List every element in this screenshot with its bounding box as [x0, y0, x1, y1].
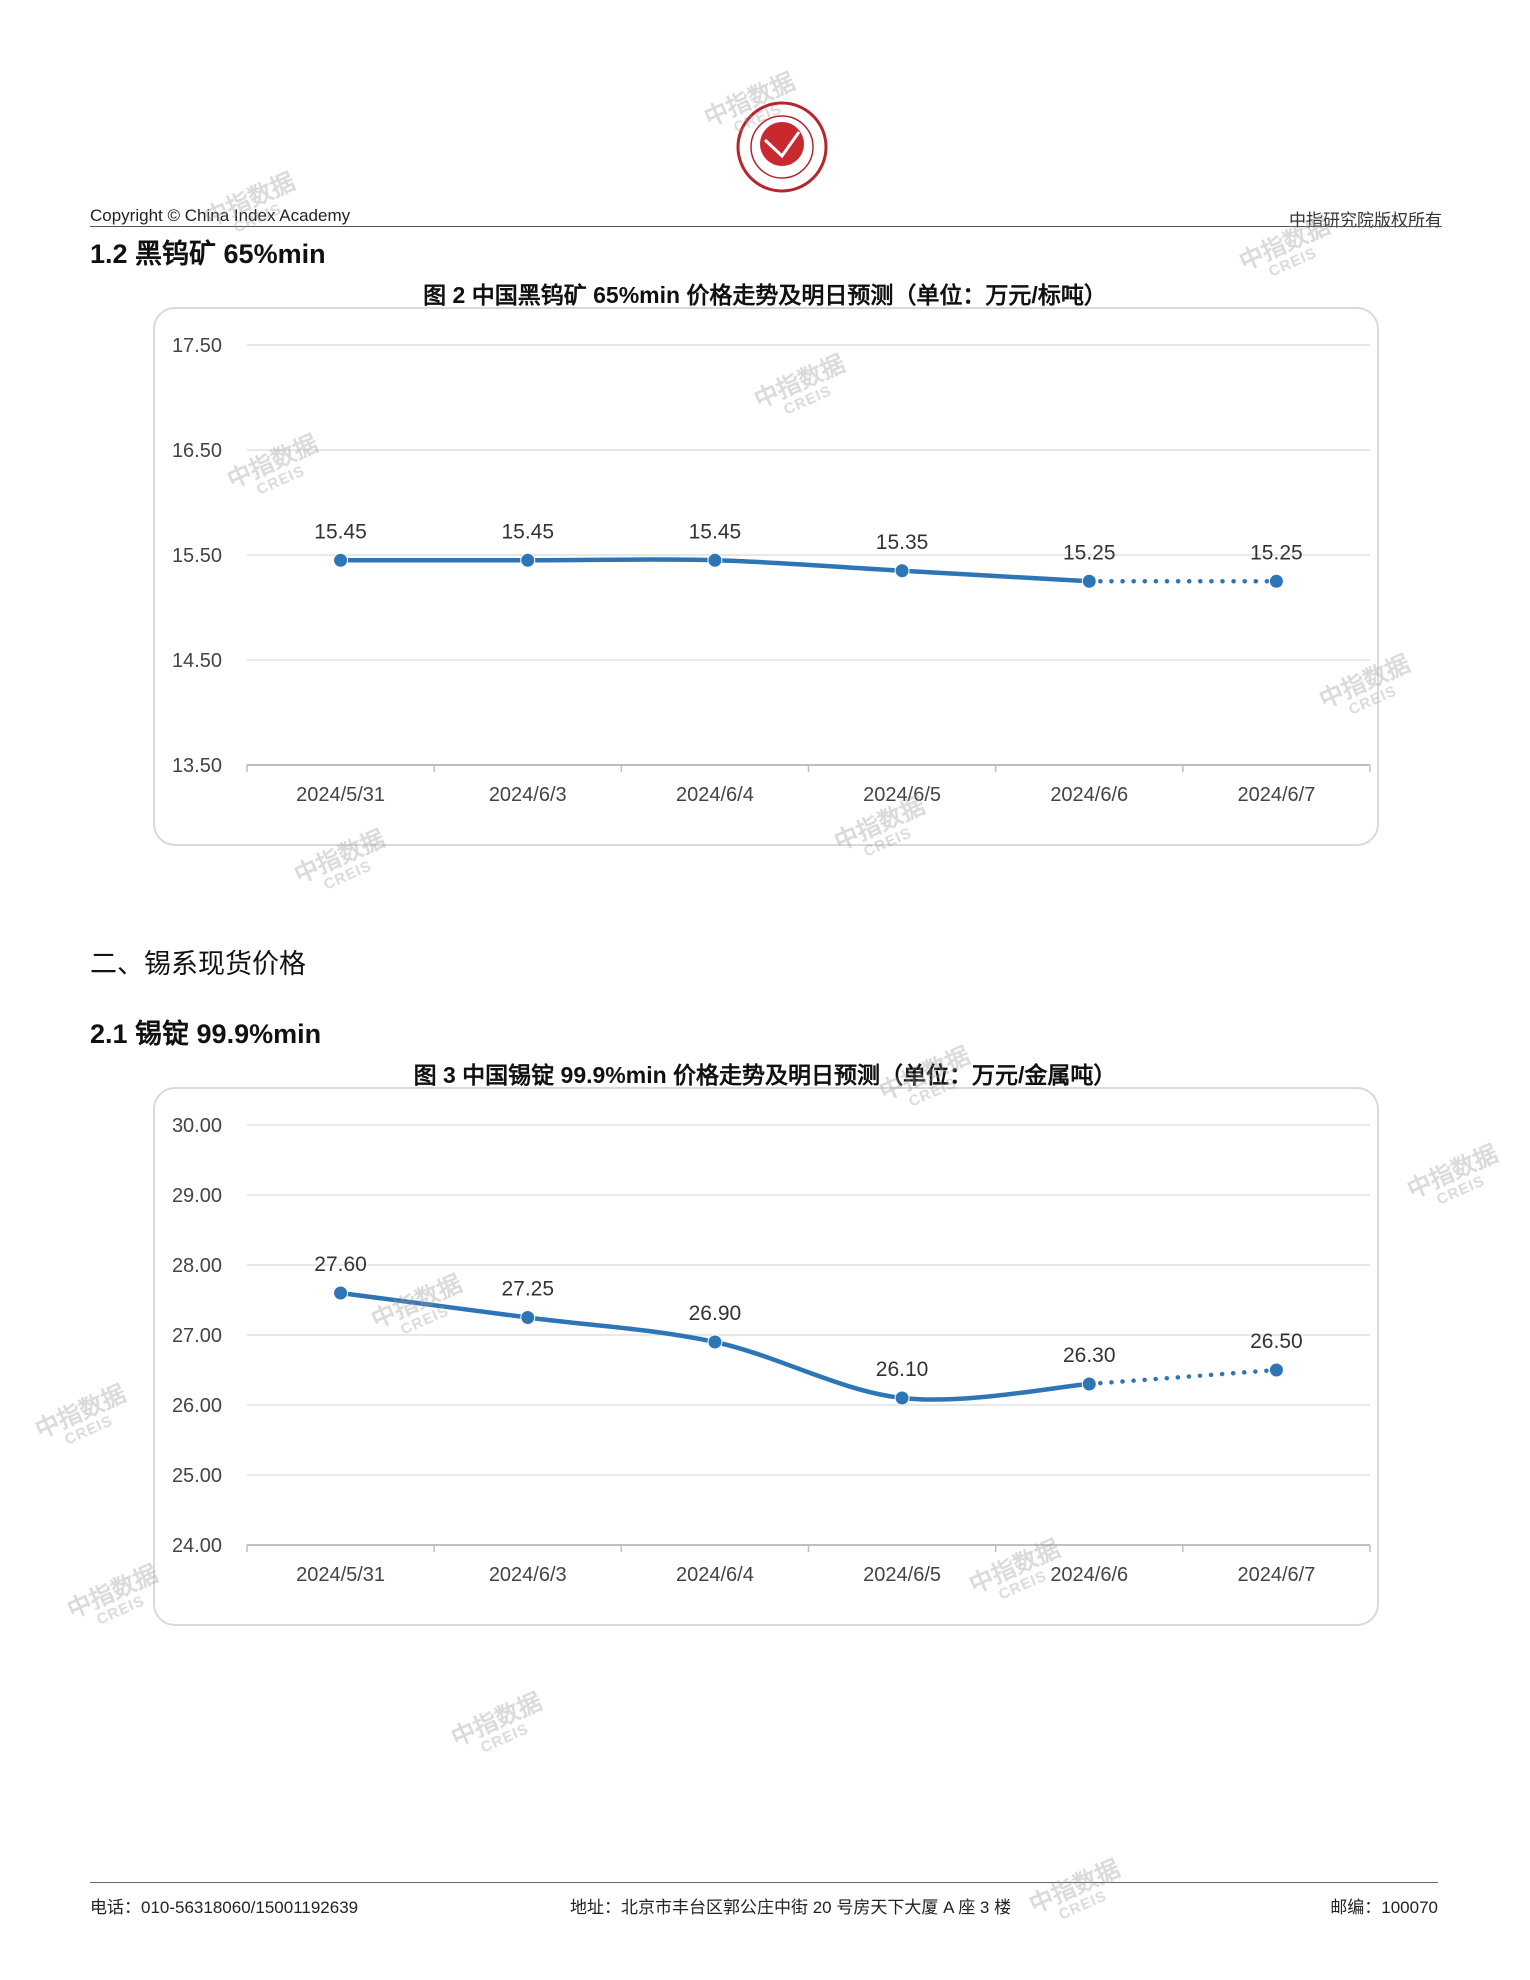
figure-2-title: 图 2 中国黑钨矿 65%min 价格走势及明日预测（单位：万元/标吨）: [423, 282, 1107, 308]
y-tick-label: 26.00: [172, 1395, 222, 1417]
footer-address: 地址：北京市丰台区郭公庄中街 20 号房天下大厦 A 座 3 楼: [570, 1898, 1012, 1917]
data-point: [1081, 1376, 1097, 1392]
x-tick-label: 2024/6/6: [1050, 784, 1128, 806]
section-1-2-heading: 1.2 黑钨矿 65%min: [90, 239, 326, 269]
section-2-1-heading: 2.1 锡锭 99.9%min: [90, 1019, 322, 1049]
y-tick-label: 17.50: [172, 335, 222, 357]
x-tick-label: 2024/6/5: [863, 784, 941, 806]
data-label: 15.25: [1063, 541, 1116, 564]
y-tick-label: 16.50: [172, 440, 222, 462]
series-line-forecast: [1087, 1367, 1279, 1387]
data-point: [520, 1310, 536, 1325]
footer-divider: [90, 1882, 1438, 1883]
data-label: 26.90: [689, 1302, 742, 1325]
data-point: [707, 1334, 723, 1350]
data-point: [894, 1390, 910, 1406]
footer-postcode: 邮编：100070: [1330, 1898, 1438, 1917]
y-tick-label: 13.50: [172, 755, 222, 777]
y-tick-label: 14.50: [172, 650, 222, 672]
data-label: 15.25: [1250, 541, 1303, 564]
data-label: 15.45: [314, 520, 367, 543]
data-point: [520, 552, 536, 568]
data-label: 27.60: [314, 1253, 367, 1276]
watermark: 中指数据 CREIS: [31, 1380, 131, 1449]
x-tick-label: 2024/5/31: [296, 1564, 385, 1586]
x-tick-label: 2024/6/7: [1237, 784, 1315, 806]
y-tick-label: 27.00: [172, 1325, 222, 1347]
y-tick-label: 15.50: [172, 545, 222, 567]
footer-phone: 电话：010-56318060/15001192639: [90, 1898, 359, 1917]
y-tick-label: 30.00: [172, 1115, 222, 1137]
data-label: 26.50: [1250, 1330, 1303, 1353]
x-tick-label: 2024/6/3: [489, 784, 567, 806]
y-tick-label: 28.00: [172, 1255, 222, 1277]
figure-3-plot: 30.00 29.00 28.00 27.00 26.00 25.00 24.00 2024/…: [172, 1115, 1371, 1586]
data-point: [1081, 573, 1097, 589]
figure-2-plot: 17.50 16.50 15.50 14.50 13.50 2024/5/31 2024/6…: [172, 335, 1371, 806]
figure-3-chart: 30.00 29.00 28.00 27.00 26.00 25.00 24.00 2024/…: [153, 1087, 1379, 1626]
data-label: 26.30: [1063, 1344, 1116, 1367]
y-tick-label: 24.00: [172, 1535, 222, 1557]
data-label: 26.10: [876, 1358, 929, 1381]
academy-logo-seal: [735, 100, 829, 194]
data-label: 15.45: [501, 520, 554, 543]
x-tick-label: 2024/5/31: [296, 784, 385, 806]
watermark: 中指数据 CREIS: [1025, 1855, 1125, 1924]
data-point: [333, 1285, 349, 1301]
rights-text: 中指研究院版权所有: [1289, 211, 1442, 231]
data-point: [707, 552, 723, 568]
data-label: 15.35: [876, 531, 929, 554]
watermark: 中指数据 CREIS: [1403, 1140, 1503, 1209]
x-tick-label: 2024/6/4: [676, 784, 754, 806]
x-tick-label: 2024/6/7: [1237, 1564, 1315, 1586]
section-2-heading: 二、锡系现货价格: [90, 949, 306, 979]
header-divider: [90, 226, 1442, 227]
x-tick-label: 2024/6/4: [676, 1564, 754, 1586]
data-label: 27.25: [501, 1278, 554, 1301]
y-tick-label: 25.00: [172, 1465, 222, 1487]
figure-2-chart: 17.50 16.50 15.50 14.50 13.50 2024/5/31 2024/6…: [153, 307, 1379, 846]
x-tick-label: 2024/6/3: [489, 1564, 567, 1586]
copyright-text: Copyright © China Index Academy: [90, 206, 351, 225]
x-tick-label: 2024/6/5: [863, 1564, 941, 1586]
data-point: [1268, 1362, 1284, 1378]
data-point: [1268, 573, 1284, 589]
watermark: 中指数据 CREIS: [447, 1688, 547, 1757]
figure-3-title: 图 3 中国锡锭 99.9%min 价格走势及明日预测（单位：万元/金属吨）: [413, 1062, 1117, 1088]
data-label: 15.45: [689, 520, 742, 543]
data-point: [333, 552, 349, 568]
x-tick-label: 2024/6/6: [1050, 1564, 1128, 1586]
data-point: [894, 563, 910, 579]
y-tick-label: 29.00: [172, 1185, 222, 1207]
